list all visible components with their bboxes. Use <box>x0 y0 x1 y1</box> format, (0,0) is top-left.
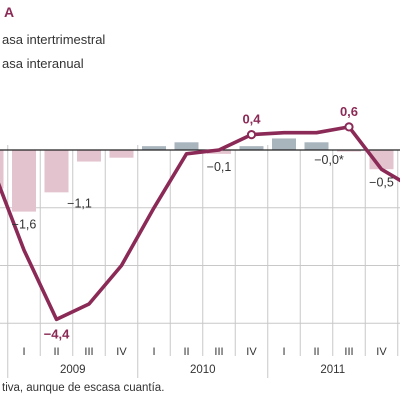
bar-0 <box>0 150 4 189</box>
bar-3 <box>77 150 101 162</box>
gridlines <box>0 207 400 324</box>
year-label-2011: 2011 <box>320 364 345 376</box>
tick-label-3: III <box>84 346 93 358</box>
bar-10 <box>304 142 329 150</box>
interanual-bars <box>0 138 394 212</box>
intertrimestral-line <box>0 125 400 322</box>
year-label-2010: 2010 <box>190 364 216 376</box>
tick-label-2: II <box>53 346 59 358</box>
year-label-2009: 2009 <box>60 364 86 376</box>
tick-label-6: II <box>183 346 189 358</box>
data-label-6: −0,1 <box>207 160 232 174</box>
marker-8 <box>246 130 257 140</box>
tick-label-4: IV <box>116 346 127 358</box>
data-label-4: −1,6 <box>12 218 37 232</box>
bar-1 <box>12 150 36 212</box>
tick-label-1: I <box>22 346 25 358</box>
legend: asa intertrimestral asa interanual <box>2 32 105 71</box>
line-markers <box>246 122 354 140</box>
tick-label-7: III <box>214 346 223 358</box>
bar-2 <box>44 150 69 193</box>
tick-label-10: II <box>313 346 319 358</box>
data-label-8: −0,5 <box>369 175 394 189</box>
bar-8 <box>239 146 264 150</box>
legend-item-1: asa intertrimestral <box>2 32 105 47</box>
data-label-7: −0,0* <box>314 153 344 167</box>
quarter-dividers <box>7 145 399 378</box>
bar-5 <box>142 146 166 150</box>
bar-4 <box>109 150 134 158</box>
bar-6 <box>174 142 199 150</box>
data-label-5: −1,1 <box>67 196 92 210</box>
footnote: tiva, aunque de escasa cuantía. <box>2 382 164 394</box>
x-axis-ticks: IVIIIIIIIVIIIIIIIVIIIIIIIVI <box>22 346 387 358</box>
bar-9 <box>272 138 296 150</box>
data-label-1: −4,4 <box>44 326 70 341</box>
bar-12 <box>369 150 394 170</box>
data-labels: −4,4 0,4 0,6 −1,6 −1,1 −0,1 −0,0* −0,5 <box>12 104 394 341</box>
data-label-2: 0,4 <box>242 112 261 127</box>
tick-label-5: I <box>152 346 155 358</box>
tick-label-8: IV <box>246 346 257 358</box>
bar-7 <box>207 150 231 154</box>
year-labels: 2009 2010 2011 <box>60 364 345 376</box>
chart-title: A <box>4 4 14 20</box>
bar-11 <box>337 150 361 152</box>
tick-label-9: I <box>282 346 285 358</box>
marker-11 <box>344 122 354 132</box>
data-label-3: 0,6 <box>340 104 358 119</box>
legend-item-2: asa interanual <box>2 56 84 71</box>
tick-label-12: IV <box>376 346 387 358</box>
tick-label-11: III <box>344 346 353 358</box>
